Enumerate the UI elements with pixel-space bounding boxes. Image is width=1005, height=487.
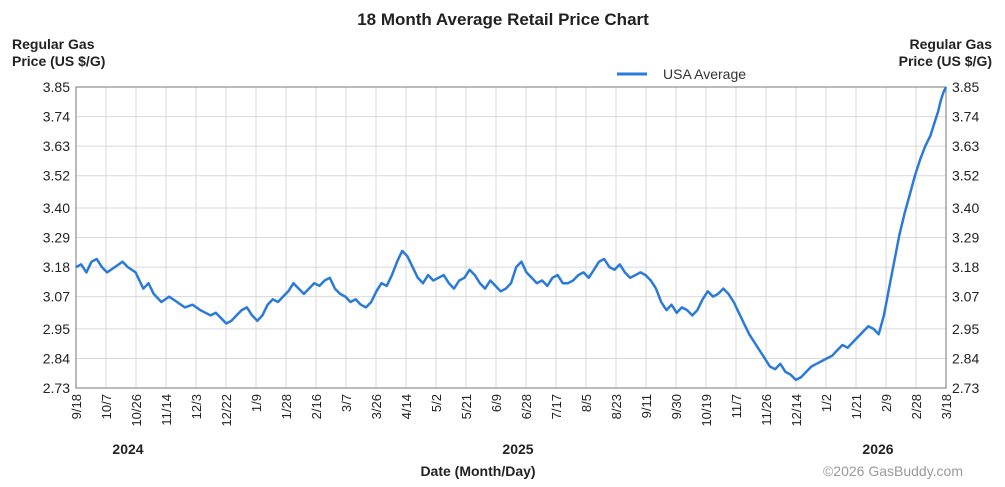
y-tick-label-right: 3.63 <box>952 138 979 154</box>
y-tick-label-left: 3.29 <box>43 230 70 246</box>
x-tick-label: 6/28 <box>519 394 534 419</box>
x-tick-label: 1/2 <box>819 394 834 412</box>
y-tick-label-right: 2.95 <box>952 321 979 337</box>
credit-text: ©2026 GasBuddy.com <box>823 463 963 479</box>
x-tick-label: 8/23 <box>609 394 624 419</box>
y-axis-title-right-line1: Regular Gas Price (US $/G) <box>899 36 993 69</box>
y-tick-label-right: 3.18 <box>952 259 979 275</box>
x-tick-label: 12/22 <box>219 394 234 427</box>
x-tick-label: 3/26 <box>369 394 384 419</box>
y-tick-label-left: 2.84 <box>43 350 70 366</box>
x-tick-label: 3/18 <box>939 394 954 419</box>
y-tick-label-right: 3.74 <box>952 109 979 125</box>
plot-area-frame <box>75 86 947 389</box>
x-tick-label: 2/28 <box>909 394 924 419</box>
x-tick-label: 11/7 <box>729 394 744 418</box>
y-tick-label-right: 3.85 <box>952 79 979 95</box>
year-label: 2024 <box>112 441 143 457</box>
y-tick-label-right: 3.52 <box>952 168 979 184</box>
y-tick-label-left: 2.73 <box>43 380 70 396</box>
x-tick-label: 12/14 <box>789 394 804 427</box>
y-tick-label-right: 2.84 <box>952 350 979 366</box>
x-tick-label: 6/9 <box>489 394 504 412</box>
y-tick-label-right: 3.40 <box>952 200 979 216</box>
y-tick-label-left: 3.74 <box>43 109 70 125</box>
x-tick-label: 8/5 <box>579 394 594 412</box>
x-tick-label: 11/26 <box>759 394 774 426</box>
x-tick-label: 10/7 <box>99 394 114 419</box>
y-tick-label-right: 2.73 <box>952 380 979 396</box>
year-label: 2026 <box>862 441 893 457</box>
y-tick-label-right: 3.29 <box>952 230 979 246</box>
chart-legend: USA Average <box>617 66 746 82</box>
x-tick-label: 10/19 <box>699 394 714 427</box>
x-tick-label: 2/16 <box>309 394 324 419</box>
x-tick-label: 9/30 <box>669 394 684 419</box>
x-tick-label: 10/26 <box>129 394 144 427</box>
y-tick-label-left: 3.07 <box>43 289 70 305</box>
y-axis-title-left-line1: Regular Gas Price (US $/G) <box>12 36 105 69</box>
y-tick-label-right: 3.07 <box>952 289 979 305</box>
x-tick-label: 9/11 <box>639 394 654 418</box>
x-tick-label: 1/21 <box>849 394 864 419</box>
y-tick-label-left: 3.18 <box>43 259 70 275</box>
y-tick-label-left: 3.40 <box>43 200 70 216</box>
x-tick-label: 5/21 <box>459 394 474 419</box>
legend-label-usa-average: USA Average <box>663 66 746 82</box>
x-tick-label: 1/9 <box>249 394 264 412</box>
x-tick-label: 5/2 <box>429 394 444 412</box>
y-tick-label-left: 3.52 <box>43 168 70 184</box>
x-tick-label: 11/14 <box>159 394 174 426</box>
x-tick-label: 1/28 <box>279 394 294 419</box>
y-tick-label-left: 2.95 <box>43 321 70 337</box>
y-tick-label-left: 3.85 <box>43 79 70 95</box>
x-tick-label: 9/18 <box>69 394 84 419</box>
x-tick-label: 2/9 <box>879 394 894 412</box>
x-tick-label: 12/3 <box>189 394 204 419</box>
y-tick-label-left: 3.63 <box>43 138 70 154</box>
x-axis-title: Date (Month/Day) <box>420 463 535 479</box>
x-tick-label: 7/17 <box>549 394 564 419</box>
series-line-usa-average <box>75 86 948 382</box>
year-label: 2025 <box>502 441 533 457</box>
x-tick-label: 3/7 <box>339 394 354 412</box>
x-tick-label: 4/14 <box>399 394 414 419</box>
chart-title: 18 Month Average Retail Price Chart <box>357 10 649 29</box>
